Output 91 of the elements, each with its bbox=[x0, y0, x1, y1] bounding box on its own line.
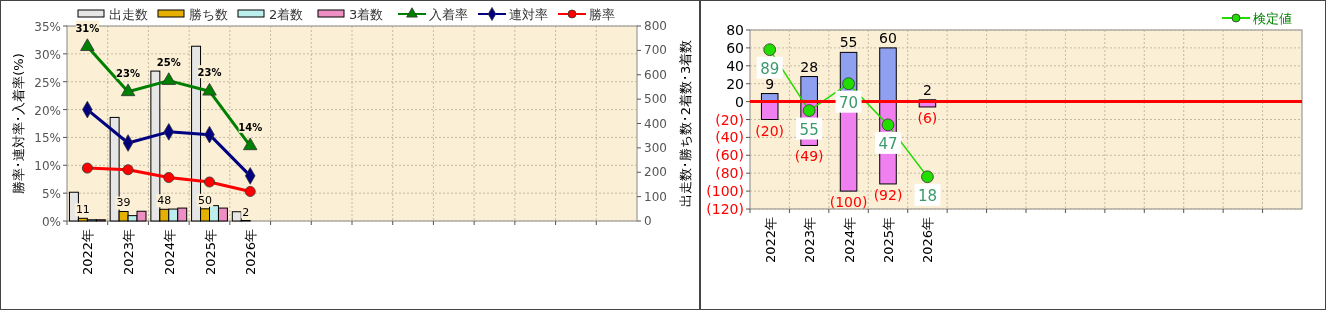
point bbox=[763, 43, 777, 56]
data-label: 25% bbox=[156, 56, 181, 68]
legend-label: 2着数 bbox=[269, 7, 304, 22]
data-label: (6) bbox=[917, 109, 938, 126]
x-tick-label: 2026年 bbox=[243, 229, 259, 276]
legend-label: 勝ち数 bbox=[189, 7, 228, 22]
point bbox=[921, 170, 934, 184]
data-label: 23% bbox=[197, 67, 222, 79]
data-label: 11 bbox=[75, 203, 90, 217]
y-tick-label: 0 bbox=[735, 93, 744, 110]
data-label: 48 bbox=[157, 194, 172, 208]
point bbox=[881, 118, 895, 132]
data-label: 39 bbox=[116, 196, 131, 210]
data-label: 31% bbox=[75, 22, 100, 34]
data-label: 9 bbox=[765, 75, 775, 92]
y-tick-label: 15% bbox=[34, 131, 61, 146]
y2-tick-label: 300 bbox=[644, 140, 667, 155]
y-tick-label: 25% bbox=[34, 75, 61, 90]
y-tick-label: 80 bbox=[726, 22, 744, 38]
data-label: 55 bbox=[839, 34, 858, 51]
data-label: (92) bbox=[873, 186, 903, 203]
x-tick-label: 2022年 bbox=[80, 229, 96, 276]
y2-tick-label: 100 bbox=[644, 189, 667, 204]
point bbox=[163, 172, 175, 183]
point bbox=[842, 77, 855, 91]
point bbox=[204, 176, 215, 188]
data-label: 60 bbox=[879, 29, 897, 46]
x-tick-label: 2024年 bbox=[841, 217, 857, 264]
y2-tick-label: 800 bbox=[644, 19, 667, 33]
point bbox=[122, 164, 134, 176]
y-tick-label: (20) bbox=[715, 111, 744, 128]
x-tick-label: 2024年 bbox=[161, 229, 177, 276]
point bbox=[81, 162, 93, 174]
data-label: 55 bbox=[799, 120, 819, 139]
data-label: 18 bbox=[917, 186, 937, 205]
y-tick-label: 0% bbox=[41, 215, 61, 229]
point bbox=[202, 82, 217, 96]
data-label: 23% bbox=[116, 67, 141, 79]
data-label: 28 bbox=[800, 58, 819, 75]
data-label: 2 bbox=[922, 81, 932, 98]
legend-label: 連対率 bbox=[509, 7, 548, 22]
legend-label: 出走数 bbox=[109, 7, 148, 22]
legend-label: 勝率 bbox=[589, 7, 615, 22]
point bbox=[802, 104, 816, 117]
data-label: 50 bbox=[198, 193, 213, 207]
data-label: (49) bbox=[794, 148, 824, 165]
y2-axis-title: 出走数･勝ち数･2着数･3着数 bbox=[678, 39, 693, 208]
x-tick-label: 2023年 bbox=[802, 217, 818, 264]
y-tick-label: 30% bbox=[34, 47, 61, 62]
y-tick-label: 20 bbox=[726, 75, 744, 92]
y-tick-label: (120) bbox=[706, 201, 744, 217]
x-tick-label: 2025年 bbox=[202, 229, 218, 276]
point bbox=[243, 137, 258, 151]
data-label: 14% bbox=[238, 121, 263, 133]
x-tick-label: 2026年 bbox=[920, 217, 936, 264]
point bbox=[120, 83, 136, 97]
y2-tick-label: 700 bbox=[644, 43, 667, 58]
data-label: 47 bbox=[878, 134, 898, 153]
bar bbox=[800, 76, 818, 103]
y-tick-label: 10% bbox=[34, 159, 61, 174]
y-tick-label: 20% bbox=[34, 103, 61, 118]
x-tick-label: 2023年 bbox=[121, 229, 137, 276]
y-tick-label: 60 bbox=[726, 39, 744, 56]
y-tick-label: 5% bbox=[41, 187, 61, 202]
data-label: 70 bbox=[839, 93, 859, 112]
data-label: (20) bbox=[755, 122, 785, 139]
legend-label: 入着率 bbox=[429, 7, 468, 22]
x-tick-label: 2025年 bbox=[881, 217, 896, 264]
y-tick-label: (80) bbox=[715, 165, 744, 182]
y2-tick-label: 400 bbox=[644, 116, 667, 131]
y-axis-title: 勝率･連対率･入着率(%) bbox=[11, 53, 26, 194]
y-tick-label: (60) bbox=[715, 147, 744, 164]
point bbox=[80, 38, 95, 51]
y2-tick-label: 0 bbox=[644, 214, 652, 228]
y2-tick-label: 200 bbox=[644, 165, 667, 180]
data-label: (100) bbox=[829, 194, 868, 211]
y2-tick-label: 600 bbox=[644, 67, 667, 82]
y-tick-label: 35% bbox=[34, 20, 61, 34]
legend-label: 検定値 bbox=[1253, 11, 1292, 26]
data-label: 2 bbox=[242, 205, 250, 219]
x-tick-label: 2022年 bbox=[762, 217, 778, 264]
y-tick-label: (100) bbox=[706, 183, 744, 200]
point bbox=[161, 72, 176, 85]
y-tick-label: (40) bbox=[715, 129, 744, 146]
y-tick-label: 40 bbox=[726, 57, 744, 74]
bar bbox=[879, 47, 897, 103]
legend-label: 3着数 bbox=[349, 7, 384, 22]
point bbox=[244, 186, 256, 197]
data-label: 89 bbox=[760, 59, 780, 78]
bar bbox=[760, 101, 779, 120]
y2-tick-label: 500 bbox=[644, 92, 667, 107]
